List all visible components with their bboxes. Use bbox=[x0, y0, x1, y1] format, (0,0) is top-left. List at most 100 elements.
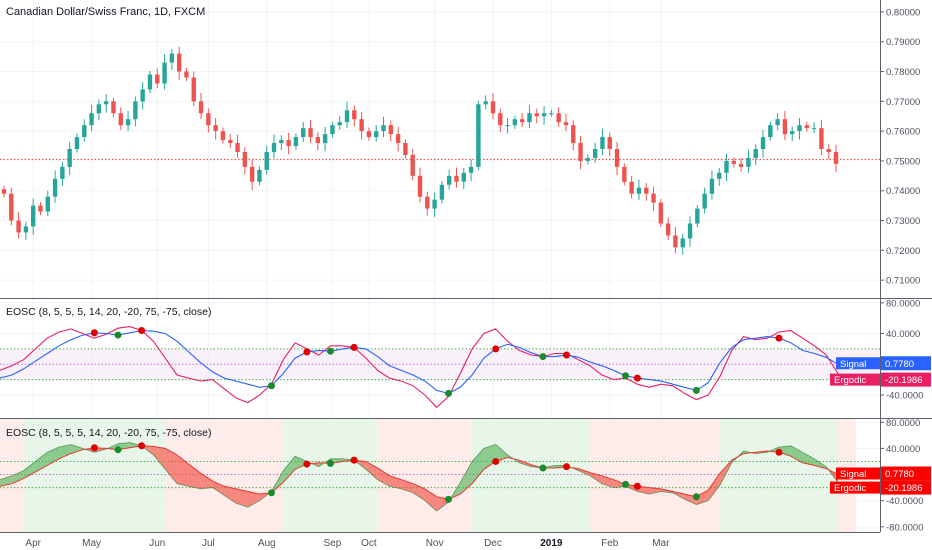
crossover-marker-green bbox=[692, 493, 700, 501]
candle bbox=[45, 190, 50, 217]
crossover-marker-red bbox=[492, 457, 500, 465]
candle bbox=[498, 108, 503, 133]
eosc1-ergodic-tag-value: -20.1986 bbox=[885, 375, 923, 386]
candle-body bbox=[483, 101, 488, 105]
candle-body bbox=[176, 53, 182, 72]
candle-body bbox=[724, 160, 729, 173]
candle bbox=[695, 205, 700, 228]
candle-body bbox=[220, 131, 226, 141]
candle bbox=[592, 143, 598, 163]
candle-body bbox=[286, 140, 291, 147]
candle-body bbox=[695, 208, 700, 224]
eosc2-fill-segment bbox=[377, 467, 390, 487]
candle-body bbox=[519, 119, 525, 123]
candle-body bbox=[162, 62, 167, 84]
candle bbox=[31, 198, 36, 235]
candle-body bbox=[760, 137, 766, 149]
price-tick-label: 0.74000 bbox=[886, 186, 920, 197]
eosc1-signal-tag-value: 0.7780 bbox=[885, 359, 914, 370]
trend-background-segments bbox=[0, 419, 856, 532]
eosc2-fill-segment bbox=[224, 486, 237, 504]
candle-body bbox=[213, 125, 218, 132]
eosc1-ergodic-tag-label: Ergodic bbox=[834, 375, 866, 386]
candle-body bbox=[103, 101, 109, 105]
eosc2-fill-segment bbox=[212, 481, 225, 496]
candle-body bbox=[563, 122, 569, 126]
crossover-marker-red bbox=[90, 444, 98, 452]
eosc1-tick-label: 80.0000 bbox=[886, 298, 920, 309]
price-scale[interactable]: 0.80000 0.79000 0.78000 0.77000 0.76000 0.750… bbox=[880, 7, 924, 533]
candle bbox=[23, 221, 29, 240]
eosc1-ergodic-tag: Ergodic -20.1986 bbox=[830, 372, 931, 387]
candle bbox=[819, 119, 824, 155]
trend-segment-green bbox=[23, 419, 166, 532]
candle bbox=[315, 132, 321, 151]
eosc2-fill-segment bbox=[790, 445, 803, 463]
candle bbox=[483, 95, 488, 110]
candle-body bbox=[147, 74, 153, 90]
time-tick-label: Oct bbox=[361, 538, 377, 549]
eosc1-ergodic-tag-value-box bbox=[881, 372, 931, 387]
candle bbox=[578, 135, 583, 170]
price-pane[interactable] bbox=[0, 46, 880, 255]
eosc1-tick-label: 40.0000 bbox=[886, 329, 920, 340]
eosc2-fill-segment bbox=[47, 447, 60, 466]
candle-body bbox=[673, 235, 678, 248]
candle-body bbox=[344, 110, 350, 123]
candle bbox=[410, 149, 415, 181]
candle bbox=[454, 167, 459, 188]
candle bbox=[249, 159, 255, 191]
eosc2-ergodic-tag: Ergodic -20.1986 bbox=[830, 480, 931, 495]
eosc1-signal-tag-label-box bbox=[836, 357, 880, 370]
candle-body bbox=[490, 101, 496, 114]
candle bbox=[505, 118, 510, 134]
candle bbox=[804, 121, 809, 132]
candle bbox=[344, 101, 350, 129]
candle-body bbox=[782, 119, 788, 135]
eosc2-fill-segment bbox=[129, 442, 142, 448]
time-tick-label: Apr bbox=[25, 538, 41, 549]
candle-body bbox=[191, 77, 196, 102]
candle bbox=[213, 118, 218, 140]
candle-body bbox=[16, 220, 21, 233]
candle bbox=[614, 141, 620, 176]
candle bbox=[746, 149, 751, 173]
crossover-marker-red bbox=[350, 456, 358, 464]
eosc2-fill-segment bbox=[165, 448, 178, 484]
candle bbox=[425, 191, 430, 216]
eosc-pane-2[interactable] bbox=[0, 442, 880, 512]
time-tick-label: 2019 bbox=[540, 538, 563, 549]
candle-body bbox=[498, 113, 503, 126]
time-tick-label: Dec bbox=[484, 538, 502, 549]
eosc-pane-1[interactable] bbox=[0, 326, 880, 409]
candle-body bbox=[206, 113, 211, 126]
trend-segment-red bbox=[377, 419, 473, 532]
candle bbox=[374, 125, 379, 142]
trend-segment-green bbox=[472, 419, 591, 532]
candle-body bbox=[374, 131, 379, 138]
time-scale[interactable]: Apr May Jun Jul Aug Sep Oct Nov Dec 2019 Feb Mar bbox=[25, 538, 670, 549]
candle-body bbox=[9, 193, 14, 221]
eosc1-signal-tag: Signal 0.7780 bbox=[836, 356, 931, 371]
candle-body bbox=[636, 187, 642, 194]
candle bbox=[293, 133, 299, 150]
candle bbox=[198, 92, 204, 120]
candle bbox=[687, 216, 693, 247]
candle bbox=[644, 182, 649, 201]
candle bbox=[717, 168, 722, 186]
eosc1-signal-tag-value-box bbox=[881, 356, 931, 371]
candle-body bbox=[432, 199, 437, 209]
candle bbox=[439, 181, 445, 204]
candle-body bbox=[702, 193, 707, 209]
candle bbox=[359, 112, 364, 140]
candle-body bbox=[768, 125, 773, 138]
candle bbox=[468, 159, 474, 182]
candle bbox=[67, 141, 72, 176]
eosc2-fill-segment bbox=[283, 456, 296, 483]
candle bbox=[673, 227, 678, 254]
candle-body bbox=[687, 223, 693, 239]
candle bbox=[279, 135, 284, 151]
eosc1-signal-tag-label: Signal bbox=[840, 359, 866, 370]
candle bbox=[782, 110, 788, 141]
